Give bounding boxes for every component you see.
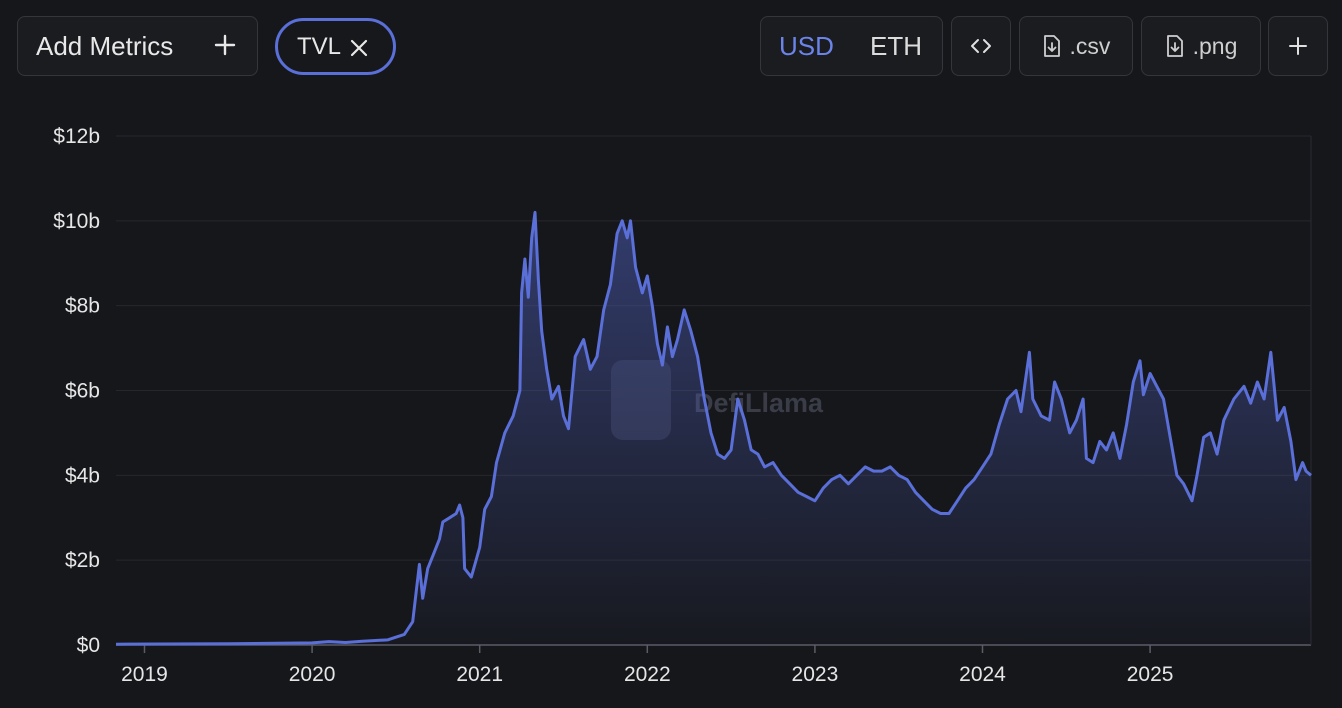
csv-label: .csv [1069, 32, 1111, 59]
x-tick-label: 2022 [624, 663, 671, 686]
plus-icon [1289, 37, 1307, 55]
add-metrics-label: Add Metrics [36, 30, 174, 61]
watermark-text: DefiLlama [694, 388, 824, 418]
y-tick-label: $2b [65, 549, 100, 572]
x-tick-label: 2024 [959, 663, 1006, 686]
tvl-line [115, 210, 1312, 646]
plus-icon [214, 34, 236, 56]
chart-toolbar: Add Metrics TVL USD ETH .csv .png [0, 0, 1342, 92]
y-tick-label: $12b [53, 125, 100, 148]
x-tick-label: 2021 [456, 663, 503, 686]
tvl-metric-chip[interactable]: TVL [275, 18, 396, 75]
tvl-chart[interactable]: $0$2b$4b$6b$8b$10b$12b 2019 2020 2021 2022 2… [0, 92, 1342, 708]
y-tick-label: $8b [65, 295, 100, 318]
more-options-button[interactable] [1268, 16, 1328, 76]
file-download-icon [1166, 35, 1183, 57]
x-tick-label: 2020 [289, 663, 336, 686]
y-axis: $0 $2b $4b $6b $8b $10b $12b [53, 125, 100, 657]
png-label: .png [1192, 32, 1238, 59]
file-download-icon [1043, 35, 1060, 57]
x-tick-label: 2025 [1127, 663, 1174, 686]
currency-toggle: USD ETH [760, 16, 943, 76]
tvl-chip-label: TVL [297, 32, 342, 60]
y-tick-label: $0 [77, 634, 100, 657]
x-axis: 2019 2020 2021 2022 2023 2024 2025 [121, 645, 1173, 686]
y-tick-label: $6b [65, 380, 100, 403]
y-tick-label: $10b [53, 210, 100, 233]
close-icon[interactable] [349, 38, 369, 58]
tvl-area [116, 212, 1311, 645]
download-png-button[interactable]: .png [1141, 16, 1261, 76]
code-icon [971, 39, 991, 53]
y-tick-label: $4b [65, 464, 100, 487]
add-metrics-button[interactable]: Add Metrics [17, 16, 258, 76]
x-tick-label: 2019 [121, 663, 168, 686]
currency-eth-option[interactable]: ETH [870, 31, 922, 61]
embed-button[interactable] [951, 16, 1011, 76]
x-tick-label: 2023 [792, 663, 839, 686]
download-csv-button[interactable]: .csv [1019, 16, 1133, 76]
currency-usd-option[interactable]: USD [779, 31, 834, 61]
